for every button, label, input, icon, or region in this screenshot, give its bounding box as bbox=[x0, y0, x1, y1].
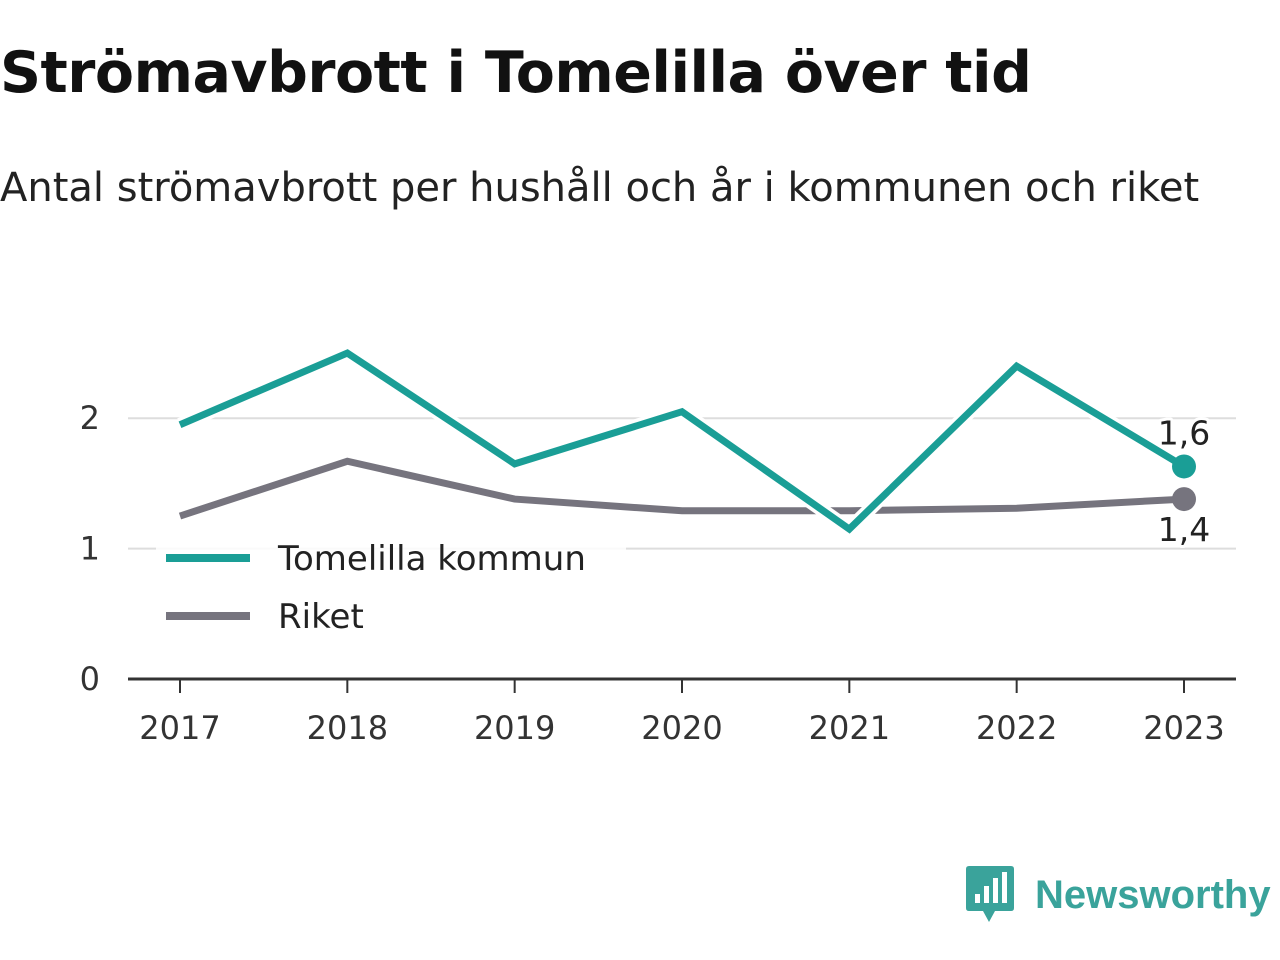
legend-label: Riket bbox=[278, 597, 364, 637]
y-tick-label: 1 bbox=[80, 530, 100, 568]
x-tick-label: 2019 bbox=[474, 709, 555, 747]
y-axis-tick-labels: 0 1 2 bbox=[80, 399, 100, 698]
x-axis-ticks: 2017 2018 2019 2020 2021 2022 2023 bbox=[139, 679, 1225, 747]
chart-subtitle: Antal strömavbrott per hushåll och år i … bbox=[0, 165, 1200, 211]
x-tick-label: 2022 bbox=[976, 709, 1057, 747]
data-label-halo: 1,4 bbox=[1158, 510, 1210, 549]
line-chart: 0 1 2 2017 2018 2019 2020 2021 2022 2023 Tomelil… bbox=[79, 345, 1236, 747]
data-label-halo: 1,6 bbox=[1158, 413, 1210, 452]
series-line bbox=[178, 349, 1186, 534]
x-tick-label: 2023 bbox=[1143, 709, 1224, 747]
x-tick-label: 2021 bbox=[809, 709, 890, 747]
y-tick-label: 0 bbox=[80, 660, 100, 698]
x-tick-label: 2020 bbox=[641, 709, 722, 747]
legend: Tomelilla kommun Riket bbox=[156, 528, 626, 642]
brand-name: Newsworthy bbox=[1035, 873, 1271, 917]
series-lines bbox=[177, 345, 1196, 539]
chart-title: Strömavbrott i Tomelilla över tid bbox=[0, 40, 1032, 106]
brand-logo: Newsworthy bbox=[965, 864, 1271, 926]
x-tick-label: 2017 bbox=[139, 709, 220, 747]
series-end-point bbox=[1172, 454, 1196, 479]
legend-label: Tomelilla kommun bbox=[277, 539, 586, 579]
newsworthy-logo-icon bbox=[966, 866, 1014, 922]
end-data-label: 1,6 bbox=[1158, 413, 1210, 452]
series-end-point bbox=[1172, 487, 1196, 512]
data-labels: 1,61,61,41,4 bbox=[1155, 410, 1213, 552]
x-tick-label: 2018 bbox=[307, 709, 388, 747]
end-data-label: 1,4 bbox=[1158, 510, 1210, 549]
y-tick-label: 2 bbox=[80, 399, 100, 437]
series-line bbox=[178, 457, 1185, 520]
